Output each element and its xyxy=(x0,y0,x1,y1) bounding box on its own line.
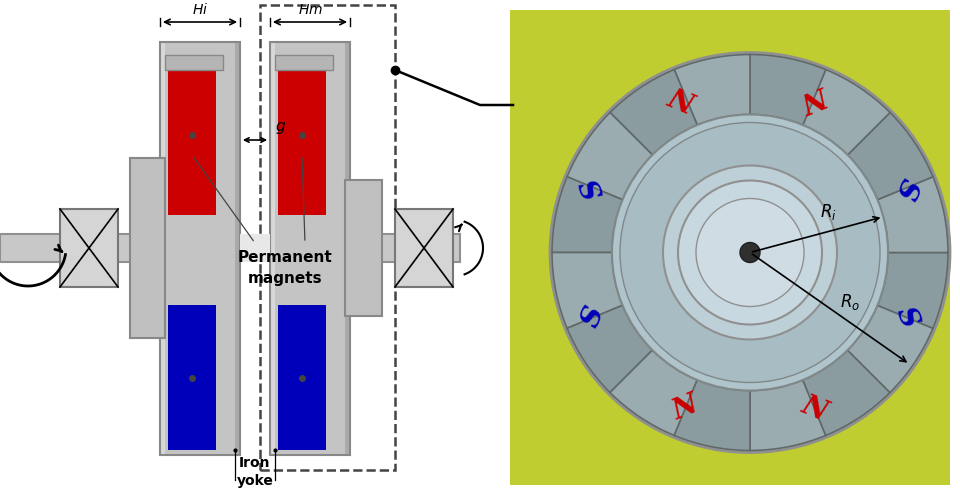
Bar xyxy=(395,209,453,287)
Wedge shape xyxy=(567,305,653,393)
Wedge shape xyxy=(750,54,826,125)
Bar xyxy=(278,305,326,450)
Bar xyxy=(510,10,950,485)
Wedge shape xyxy=(803,350,890,436)
Text: Permanent
magnets: Permanent magnets xyxy=(238,250,332,286)
Text: $R_o$: $R_o$ xyxy=(840,293,860,312)
Text: N: N xyxy=(668,79,702,114)
Wedge shape xyxy=(877,177,948,252)
Wedge shape xyxy=(567,112,653,199)
Circle shape xyxy=(696,198,804,306)
Bar xyxy=(350,234,460,262)
Wedge shape xyxy=(674,54,750,125)
Text: $R_i$: $R_i$ xyxy=(820,202,837,222)
Bar xyxy=(160,42,165,455)
Bar xyxy=(278,55,326,215)
Bar xyxy=(275,42,345,455)
Circle shape xyxy=(612,114,888,391)
Bar xyxy=(345,42,350,455)
Bar xyxy=(275,55,333,70)
Wedge shape xyxy=(803,70,890,155)
Bar xyxy=(60,209,118,287)
Text: $Hm$: $Hm$ xyxy=(298,3,323,17)
Bar xyxy=(0,234,160,262)
Text: $Hi$: $Hi$ xyxy=(192,2,208,17)
Bar xyxy=(165,55,223,70)
Wedge shape xyxy=(674,380,750,450)
Bar xyxy=(270,42,350,455)
Wedge shape xyxy=(750,380,826,450)
Bar xyxy=(345,180,382,316)
Wedge shape xyxy=(848,112,933,199)
Wedge shape xyxy=(610,70,697,155)
Text: N: N xyxy=(668,392,702,426)
Circle shape xyxy=(740,243,760,262)
Text: N: N xyxy=(798,392,831,426)
Wedge shape xyxy=(552,252,622,328)
Text: S: S xyxy=(890,173,923,202)
Text: Iron
yoke: Iron yoke xyxy=(236,455,274,488)
Text: N: N xyxy=(798,79,831,114)
Wedge shape xyxy=(848,305,933,393)
Bar xyxy=(160,42,240,455)
Wedge shape xyxy=(610,350,697,436)
Bar xyxy=(168,55,216,215)
Bar xyxy=(260,5,395,470)
Wedge shape xyxy=(552,177,622,252)
Circle shape xyxy=(678,181,822,325)
Bar xyxy=(165,42,235,455)
Text: S: S xyxy=(578,303,611,332)
Bar xyxy=(240,234,270,262)
Bar xyxy=(168,305,216,450)
Circle shape xyxy=(663,165,837,340)
Bar xyxy=(130,158,165,338)
Wedge shape xyxy=(877,252,948,328)
Bar xyxy=(235,42,240,455)
Text: $g$: $g$ xyxy=(275,120,286,136)
Circle shape xyxy=(620,122,880,383)
Text: S: S xyxy=(578,173,611,202)
Circle shape xyxy=(550,52,950,452)
Text: S: S xyxy=(890,303,923,332)
Bar xyxy=(270,42,275,455)
